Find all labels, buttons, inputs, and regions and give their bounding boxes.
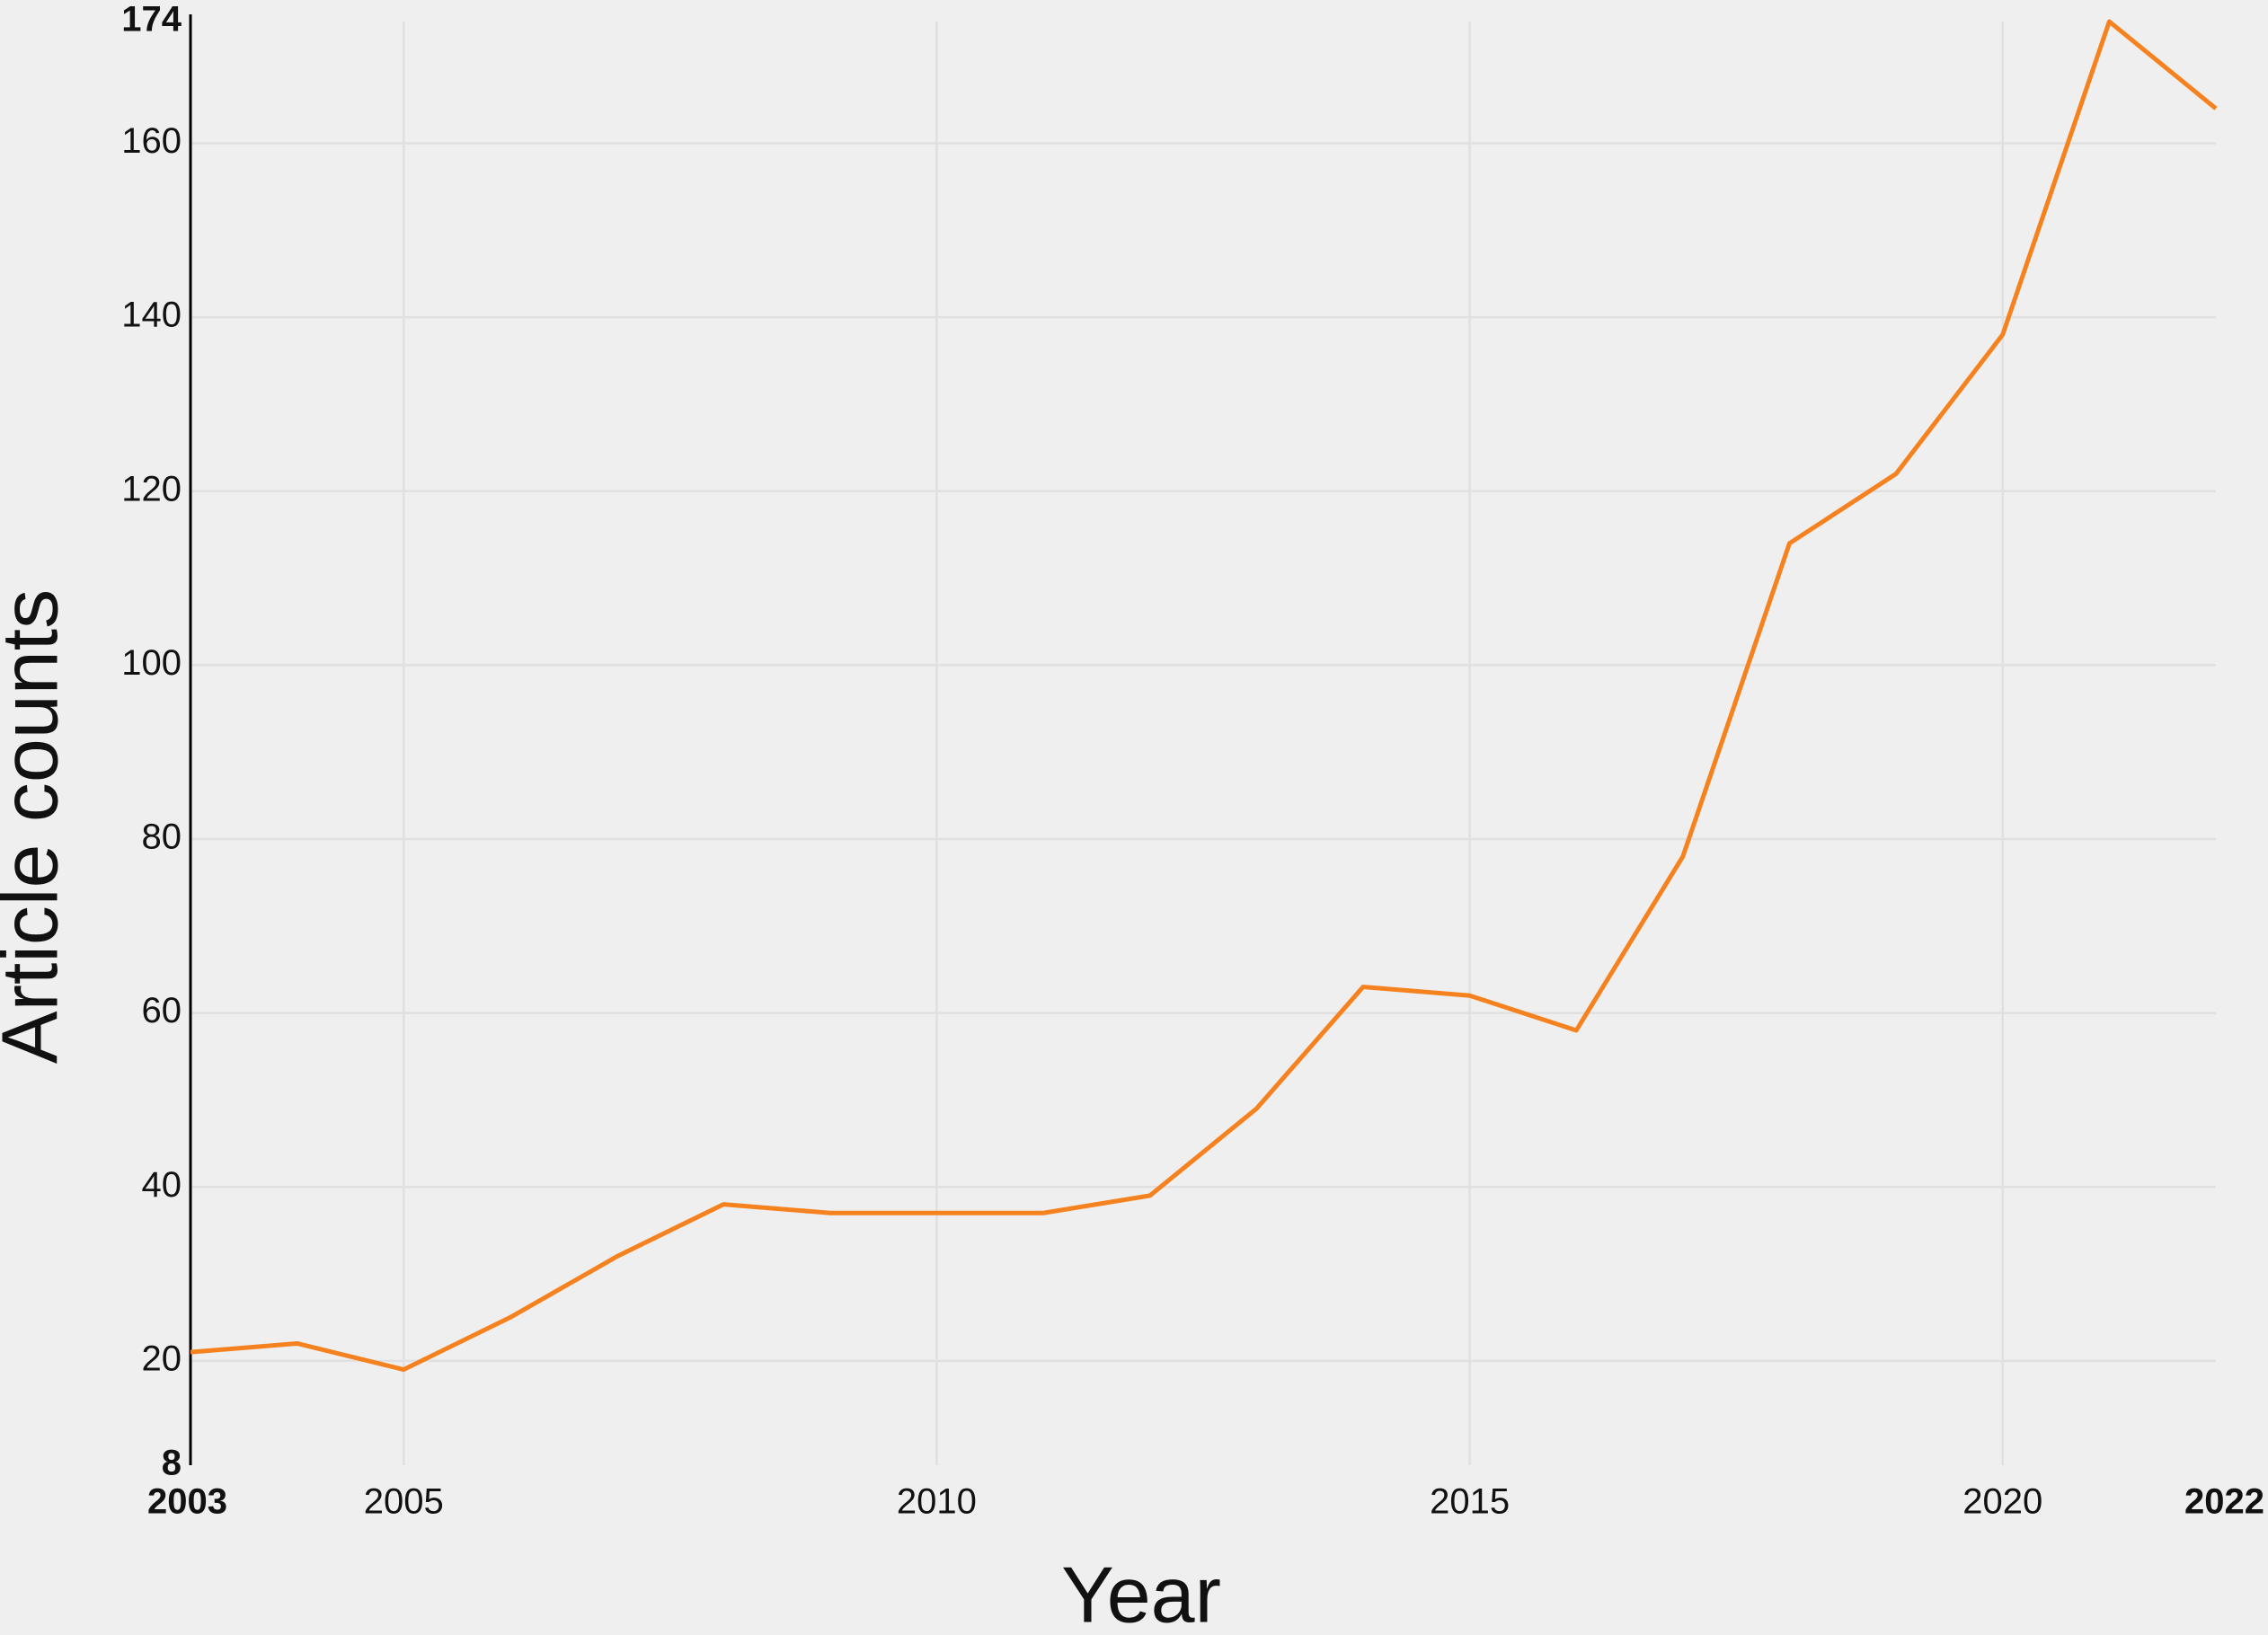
y-tick-label: 80 (142, 818, 182, 857)
y-tick-label: 120 (121, 469, 182, 508)
x-tick-label: 2022 (2184, 1482, 2264, 1522)
data-line (190, 19, 2218, 1373)
x-tick-label: 2015 (1430, 1482, 1510, 1522)
y-tick-label: 40 (142, 1165, 182, 1205)
y-tick-label: 60 (142, 991, 182, 1030)
x-tick-label: 2003 (147, 1482, 227, 1522)
y-tick-label: 20 (142, 1339, 182, 1378)
y-tick-label: 140 (121, 296, 182, 335)
x-axis-label: Year (1061, 1550, 1221, 1635)
y-tick-label: 100 (121, 643, 182, 683)
y-axis-label: Article counts (0, 589, 74, 1064)
x-tick-label: 2010 (897, 1482, 977, 1522)
x-tick-label: 2020 (1962, 1482, 2042, 1522)
y-tick-label: 160 (121, 121, 182, 161)
y-tick-label: 8 (162, 1444, 182, 1483)
y-tick-label: 174 (121, 0, 182, 40)
x-tick-label: 2005 (364, 1482, 444, 1522)
